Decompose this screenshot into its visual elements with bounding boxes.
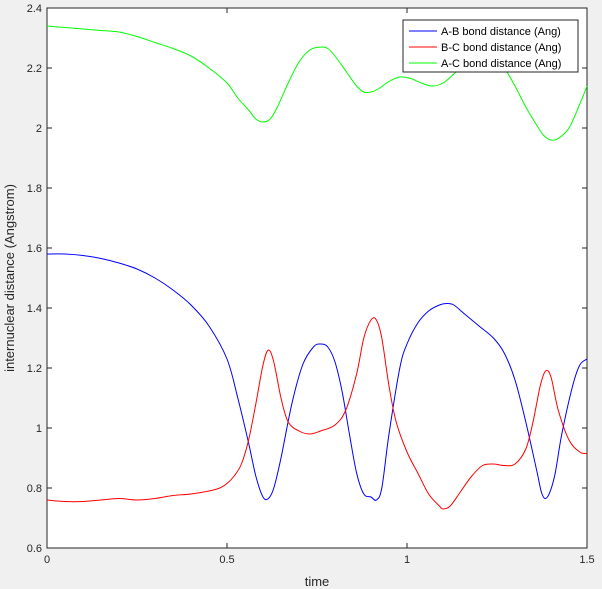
plot-area xyxy=(46,7,588,549)
legend: A-B bond distance (Ang) B-C bond distanc… xyxy=(402,19,579,73)
y-tick-label: 2.4 xyxy=(27,3,42,15)
legend-label-ab: A-B bond distance (Ang) xyxy=(441,26,561,38)
tick-layer: 0 0.5 1 1.5 0.6 0.8 1 1.2 1.4 1.6 1.8 2 2.2 2.4 xyxy=(27,3,595,566)
series-line-0 xyxy=(46,253,588,501)
x-axis-label: time xyxy=(305,574,330,589)
y-tick-label: 2.2 xyxy=(27,63,42,75)
series-line-2 xyxy=(46,25,588,141)
y-tick-label: 1.6 xyxy=(27,243,42,255)
x-tick-label: 0.5 xyxy=(219,554,234,566)
y-tick-label: 1.8 xyxy=(27,183,42,195)
series-line-1 xyxy=(46,317,588,510)
y-tick-label: 0.6 xyxy=(27,543,42,555)
legend-label-ac: A-C bond distance (Ang) xyxy=(441,58,561,70)
y-axis-label: internuclear distance (Angstrom) xyxy=(2,184,17,372)
x-tick-label: 1 xyxy=(404,554,410,566)
y-tick-label: 0.8 xyxy=(27,483,42,495)
x-tick-label: 1.5 xyxy=(579,554,594,566)
series-layer xyxy=(46,25,588,510)
legend-label-bc: B-C bond distance (Ang) xyxy=(441,42,561,54)
y-tick-label: 1.2 xyxy=(27,363,42,375)
x-tick-label: 0 xyxy=(44,554,50,566)
y-tick-label: 1.4 xyxy=(27,303,42,315)
y-tick-label: 2 xyxy=(36,123,42,135)
y-tick-label: 1 xyxy=(36,423,42,435)
